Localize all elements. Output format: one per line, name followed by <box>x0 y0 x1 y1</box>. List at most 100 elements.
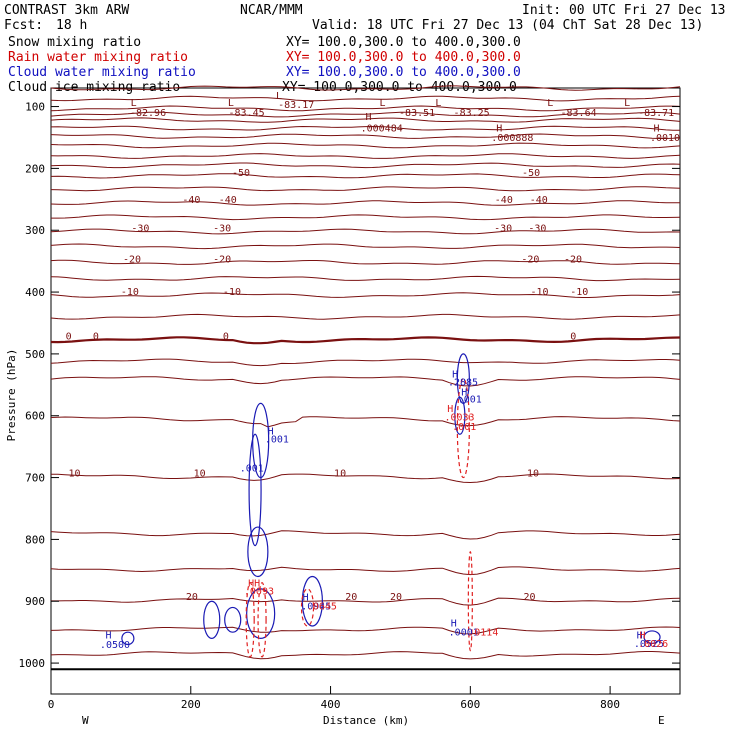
temperature-contour <box>50 85 681 91</box>
temperature-label: L <box>131 98 137 109</box>
cloud-water-label: H <box>451 619 457 630</box>
cloud-water-label: H <box>268 426 274 437</box>
temperature-label: -30 <box>494 223 512 234</box>
temperature-label: 0 <box>66 332 72 343</box>
temperature-label: -10 <box>223 287 241 298</box>
y-tick-label: 900 <box>25 595 45 608</box>
temperature-label: 20 <box>390 592 402 603</box>
temperature-contour <box>50 133 681 139</box>
temperature-label: H <box>366 112 372 123</box>
cloud-water-contour <box>247 526 269 578</box>
valid-time: Valid: 18 UTC Fri 27 Dec 13 (04 ChT Sat … <box>312 18 703 33</box>
temperature-label: L <box>228 98 234 109</box>
rain-water-label: .001 <box>452 422 476 433</box>
temperature-contour <box>50 153 681 159</box>
temperature-label: -83.51 <box>399 108 435 119</box>
cloud-water-label: H <box>452 369 458 380</box>
rain-water-label: .0033 <box>444 413 474 424</box>
y-tick-label: 100 <box>25 101 45 114</box>
x-tick-label: 600 <box>460 698 480 711</box>
y-axis-label: Pressure (hPa) <box>5 349 18 442</box>
temperature-label: 0 <box>223 332 229 343</box>
temperature-label: 0 <box>93 332 99 343</box>
cloud-water-contour <box>248 433 262 547</box>
temperature-contour <box>50 162 681 169</box>
legend-cloud-water-xy: XY= 100.0,300.0 to 400.0,300.0 <box>286 65 521 80</box>
temperature-contour <box>50 376 681 387</box>
fcst-label: Fcst: <box>4 18 43 33</box>
temperature-label: -40 <box>530 195 548 206</box>
temperature-label: .0010 <box>650 133 680 144</box>
temperature-contour <box>50 566 681 576</box>
temperature-label: 20 <box>186 592 198 603</box>
rain-water-contour <box>456 378 470 479</box>
y-tick-label: 700 <box>25 472 45 485</box>
cloud-water-label: .0525 <box>634 639 664 650</box>
fcst-value: 18 h <box>56 18 87 33</box>
cloud-water-label: .001 <box>240 463 264 474</box>
temperature-label: 0 <box>570 332 576 343</box>
temperature-contour <box>50 416 681 428</box>
legend-cloud-water-name: Cloud water mixing ratio <box>8 65 196 80</box>
x-tick-label: 800 <box>600 698 620 711</box>
temperature-contour <box>50 313 681 320</box>
temperature-label: 10 <box>68 468 80 479</box>
temperature-label: H <box>496 123 502 134</box>
rain-water-label: H <box>639 630 645 641</box>
y-tick-label: 1000 <box>19 657 46 670</box>
legend-rain-xy: XY= 100.0,300.0 to 400.0,300.0 <box>286 50 521 65</box>
x-tick-label: 0 <box>48 698 55 711</box>
temperature-contour <box>50 292 681 298</box>
temperature-label: -82.96 <box>130 108 166 119</box>
temperature-contour <box>50 95 681 102</box>
temperature-label: -50 <box>522 168 540 179</box>
temperature-contour <box>50 186 681 192</box>
temperature-label: -83.17 <box>278 100 314 111</box>
temperature-label: L <box>379 98 385 109</box>
temperature-label: L <box>435 98 441 109</box>
temperature-label: L <box>276 91 282 102</box>
cloud-water-contour <box>224 606 242 633</box>
temperature-label: 20 <box>345 592 357 603</box>
y-tick-label: 400 <box>25 286 45 299</box>
cloud-water-label: .0945 <box>301 601 331 612</box>
x-end-west: W <box>82 714 89 727</box>
temperature-label: -20 <box>521 254 539 265</box>
x-tick-label: 200 <box>181 698 201 711</box>
temperature-contour <box>50 173 681 179</box>
y-tick-label: 500 <box>25 348 45 361</box>
temperature-contour <box>50 105 681 112</box>
temperature-label: -83.25 <box>454 108 490 119</box>
y-tick-label: 300 <box>25 224 45 237</box>
x-end-east: E <box>658 714 665 727</box>
rain-water-label: .0645 <box>307 601 337 612</box>
temperature-label: -30 <box>131 223 149 234</box>
temperature-label: -30 <box>213 223 231 234</box>
temperature-contour <box>50 336 681 345</box>
temperature-label: -20 <box>213 254 231 265</box>
center-title: NCAR/MMM <box>240 3 303 18</box>
rain-water-label: HH <box>248 578 260 589</box>
temperature-label: 10 <box>334 468 346 479</box>
x-tick-label: 400 <box>321 698 341 711</box>
temperature-contour <box>50 626 681 635</box>
temperature-label: .000888 <box>491 133 533 144</box>
temperature-contour <box>51 597 681 606</box>
rain-water-contour <box>467 551 473 652</box>
init-time: Init: 00 UTC Fri 27 Dec 13 <box>522 3 726 18</box>
temperature-contour <box>50 243 681 250</box>
legend-snow-name: Snow mixing ratio <box>8 35 141 50</box>
temperature-label: -10 <box>121 287 139 298</box>
temperature-label: -83.64 <box>560 108 596 119</box>
temperature-contour <box>50 473 681 484</box>
temperature-label: 10 <box>194 468 206 479</box>
cloud-water-label: .2885 <box>448 377 478 388</box>
temperature-contour <box>50 142 681 149</box>
cloud-water-label: H <box>303 593 309 604</box>
temperature-label: -10 <box>570 287 588 298</box>
cloud-water-label: .0001 <box>449 627 479 638</box>
temperature-label: -50 <box>232 168 250 179</box>
rain-water-contour <box>245 582 255 658</box>
temperature-label: -83.45 <box>229 108 265 119</box>
